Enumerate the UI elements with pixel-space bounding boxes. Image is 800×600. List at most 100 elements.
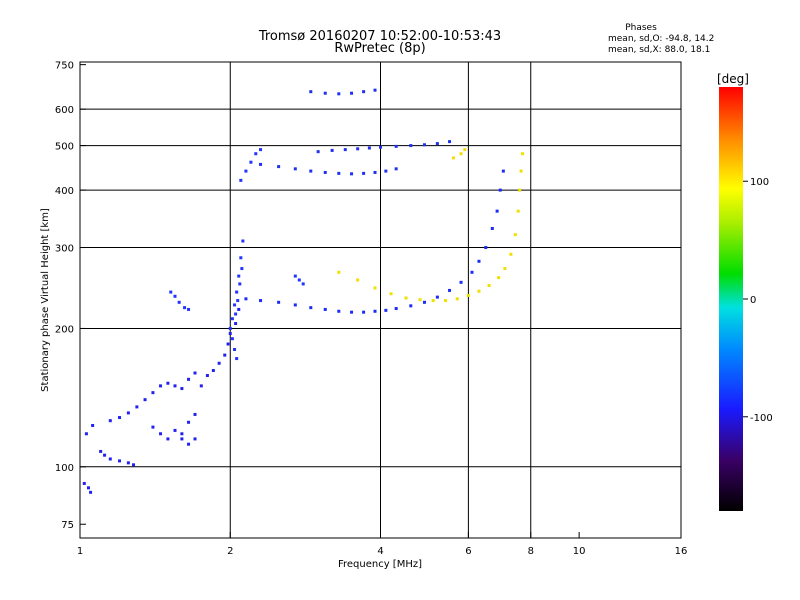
data-point (350, 310, 354, 314)
data-point (277, 165, 281, 169)
data-point (239, 256, 243, 260)
data-point (519, 169, 523, 173)
data-point (373, 309, 377, 313)
data-point (389, 292, 393, 296)
data-point (223, 353, 227, 357)
data-point (509, 252, 513, 256)
x-tick-label: 4 (377, 546, 383, 557)
data-point (236, 299, 240, 303)
data-point (520, 152, 524, 156)
x-tick-label: 8 (528, 546, 534, 557)
data-point (230, 337, 234, 341)
data-point (230, 317, 234, 321)
stats-x-line: mean, sd,X: 88.0, 18.1 (608, 45, 710, 55)
data-point (293, 303, 297, 307)
data-point (193, 437, 197, 441)
data-point (126, 461, 130, 465)
data-point (503, 267, 507, 271)
series-group (244, 169, 505, 314)
data-point (448, 140, 452, 144)
data-point (501, 169, 505, 173)
data-point (350, 172, 354, 176)
data-point (316, 150, 320, 154)
data-point (180, 437, 184, 441)
data-point (89, 490, 93, 494)
data-point (235, 357, 239, 361)
data-point (463, 148, 467, 152)
data-point (126, 411, 130, 415)
data-point (516, 209, 520, 213)
data-point (159, 432, 163, 436)
data-point (151, 425, 155, 429)
data-point (234, 322, 238, 326)
data-point (238, 282, 242, 286)
x-tick-label: 16 (675, 546, 688, 557)
y-tick-label: 750 (55, 61, 74, 72)
data-point (84, 432, 88, 436)
data-point (226, 342, 230, 346)
data-point (490, 227, 494, 231)
data-point (487, 284, 491, 288)
data-point (118, 459, 122, 463)
data-point (187, 420, 191, 424)
data-point (362, 90, 366, 94)
data-point (205, 374, 209, 378)
data-point (394, 144, 398, 148)
data-point (244, 169, 248, 173)
data-point (422, 300, 426, 304)
data-point (297, 278, 301, 282)
y-axis-label: Stationary phase Virtual Height [km] (40, 208, 51, 392)
data-point (183, 306, 187, 310)
data-point (384, 308, 388, 312)
data-point (379, 145, 382, 149)
x-tick-label: 10 (573, 546, 586, 557)
data-point (362, 171, 366, 175)
y-tick-label: 100 (55, 463, 74, 474)
data-point (254, 152, 258, 156)
colorbar-tick-label: 0 (750, 295, 756, 306)
x-axis-ticks: 1 2 4 6 8 10 16 (77, 532, 688, 557)
data-point (259, 299, 263, 303)
data-point (301, 282, 305, 286)
data-point (244, 297, 248, 301)
data-point (108, 419, 112, 423)
stats-o-line: mean, sd,O: -94.8, 14.2 (608, 34, 714, 44)
data-point (350, 91, 354, 95)
data-point (293, 274, 297, 278)
data-point (435, 295, 439, 299)
data-point (431, 299, 435, 303)
data-point (82, 481, 86, 485)
data-point (404, 296, 408, 300)
colorbar-ticks: 100 0 -100 (743, 177, 773, 424)
data-point (470, 270, 474, 274)
data-point (394, 167, 398, 171)
colorbar (719, 87, 743, 511)
x-tick-label: 6 (465, 546, 471, 557)
data-point (309, 306, 313, 310)
colorbar-tick-label: 100 (750, 177, 769, 188)
colorbar-tick-label: -100 (750, 413, 773, 424)
data-point (239, 178, 243, 182)
data-point (241, 239, 245, 243)
colorbar-label: [deg] (717, 72, 749, 86)
data-point (169, 290, 173, 294)
data-point (103, 453, 107, 457)
data-point (373, 170, 377, 174)
data-point (277, 300, 281, 304)
data-point (293, 167, 297, 171)
data-point (444, 299, 448, 303)
data-point (108, 457, 112, 461)
y-tick-label: 200 (55, 324, 74, 335)
data-point (135, 405, 139, 409)
data-point (233, 303, 237, 307)
data-point (228, 326, 232, 330)
data-point (477, 259, 481, 263)
data-point (394, 307, 398, 311)
data-point (477, 289, 481, 293)
data-point (323, 91, 327, 95)
data-point (409, 144, 413, 148)
data-point (249, 160, 253, 164)
data-point (193, 371, 197, 375)
data-point (187, 377, 191, 381)
data-point (459, 280, 463, 284)
